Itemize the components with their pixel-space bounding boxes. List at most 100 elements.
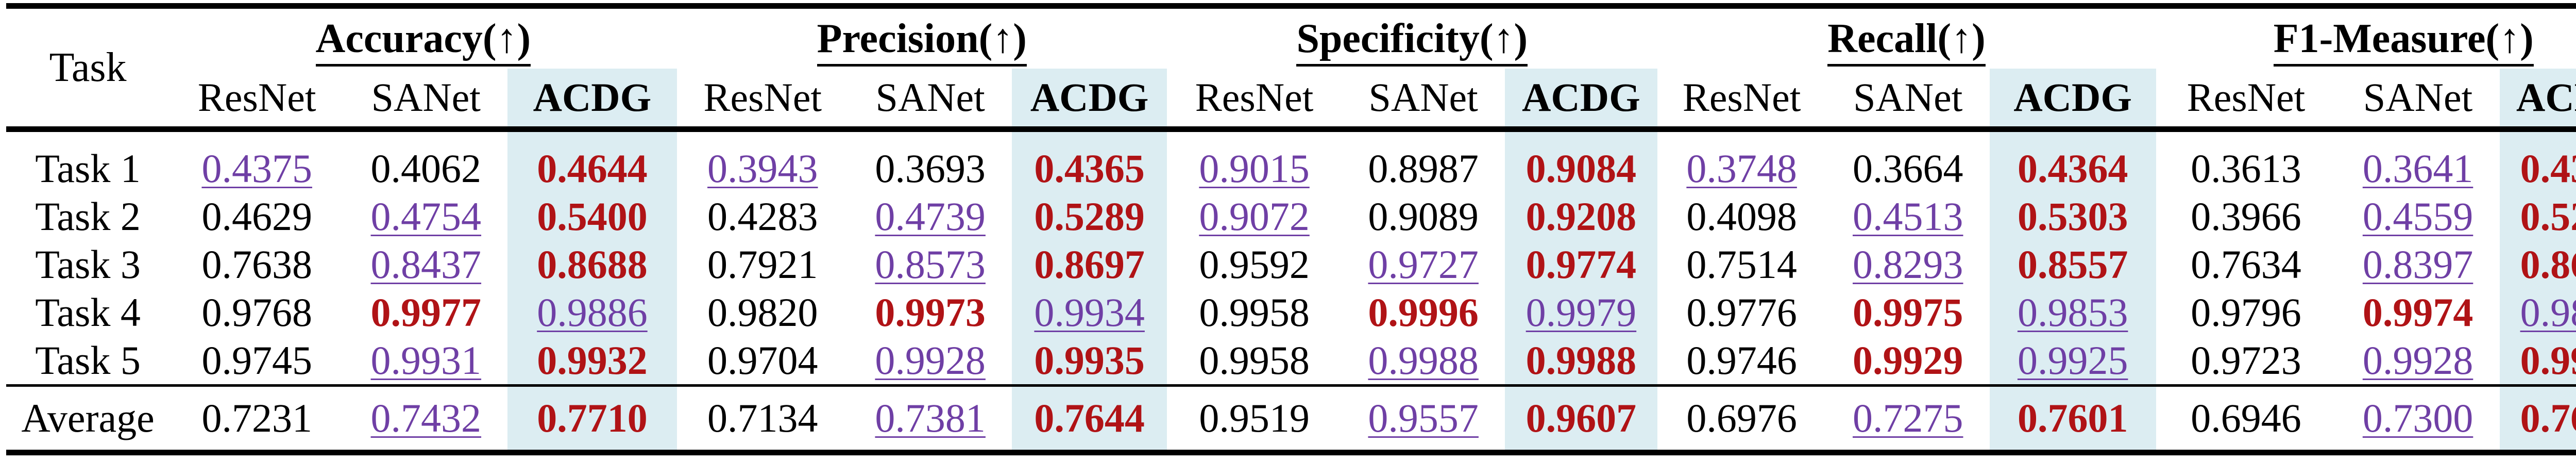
metric-value: 0.8557 bbox=[2017, 242, 2128, 287]
metric-value: 0.9072 bbox=[1199, 194, 1310, 239]
metric-cell: 0.9015 bbox=[1167, 129, 1342, 193]
metric-cell: 0.9072 bbox=[1167, 192, 1342, 240]
metric-cell: 0.6946 bbox=[2156, 384, 2336, 455]
model-header-resnet: ResNet bbox=[1682, 75, 1801, 120]
table-row: Task 5 0.9745 0.9931 0.9932 0.9704 0.9928 0.99… bbox=[6, 336, 2576, 386]
metric-value: 0.9934 bbox=[1034, 290, 1145, 335]
metric-cell: 0.9084 bbox=[1505, 129, 1657, 192]
table-body: Task 1 0.4375 0.4062 0.4644 0.3943 0.3693 0.43… bbox=[6, 129, 2576, 455]
metric-value: 0.9979 bbox=[1526, 290, 1637, 335]
metric-value: 0.4754 bbox=[370, 194, 482, 239]
metric-cell: 0.9929 bbox=[2499, 336, 2576, 386]
metric-cell: 0.9988 bbox=[1505, 336, 1657, 386]
metric-value: 0.6946 bbox=[2191, 396, 2301, 440]
metric-cell: 0.9727 bbox=[1342, 240, 1505, 288]
metric-cell: 0.4062 bbox=[344, 129, 507, 193]
metric-value: 0.4559 bbox=[2362, 194, 2473, 239]
row-label: Task 2 bbox=[35, 194, 141, 239]
metric-cell: 0.9928 bbox=[849, 336, 1012, 386]
metric-cell: 0.4754 bbox=[344, 192, 507, 240]
metric-cell: 0.3664 bbox=[1826, 129, 1990, 193]
metric-value: 0.8697 bbox=[1034, 242, 1145, 287]
metric-value: 0.5400 bbox=[537, 194, 648, 239]
metric-cell: 0.9977 bbox=[344, 288, 507, 336]
metric-cell: 0.7134 bbox=[676, 384, 849, 455]
metric-value: 0.8397 bbox=[2362, 242, 2473, 287]
metric-value: 0.7134 bbox=[707, 396, 818, 440]
metric-value: 0.7231 bbox=[201, 396, 312, 440]
metric-value: 0.7514 bbox=[1686, 242, 1797, 287]
table-row: Task 3 0.7638 0.8437 0.8688 0.7921 0.8573 0.86… bbox=[6, 240, 2576, 288]
model-header-sanet: SANet bbox=[371, 75, 481, 120]
row-label: Task 1 bbox=[35, 146, 141, 191]
metric-cell: 0.9929 bbox=[1826, 336, 1990, 386]
metric-cell: 0.9704 bbox=[677, 336, 849, 386]
metric-cell: 0.9774 bbox=[1505, 240, 1657, 288]
metric-value: 0.9929 bbox=[2520, 338, 2576, 383]
metric-cell: 0.9973 bbox=[849, 288, 1012, 336]
metric-cell: 0.9796 bbox=[2156, 288, 2336, 336]
metric-cell: 0.9975 bbox=[1826, 288, 1990, 336]
model-header-sanet: SANet bbox=[1368, 75, 1478, 120]
metric-value: 0.9776 bbox=[1686, 290, 1797, 335]
row-label: Task 4 bbox=[35, 290, 141, 335]
metric-cell: 0.9853 bbox=[1989, 288, 2156, 336]
model-header-resnet: ResNet bbox=[197, 75, 316, 120]
model-header-sanet: SANet bbox=[875, 75, 985, 120]
model-header-acdg: ACDG bbox=[2499, 69, 2576, 129]
metric-value: 0.7644 bbox=[1034, 396, 1145, 440]
metric-cell: 0.9208 bbox=[1505, 192, 1657, 240]
group-header-specificity: Specificity(↑) bbox=[1167, 6, 1657, 69]
metric-cell: 0.7710 bbox=[507, 384, 677, 455]
metric-value: 0.3943 bbox=[707, 146, 818, 191]
metric-cell: 0.4739 bbox=[849, 192, 1012, 240]
metric-cell: 0.7644 bbox=[1012, 384, 1167, 455]
metric-value: 0.5303 bbox=[2017, 194, 2128, 239]
metric-cell: 0.9745 bbox=[170, 336, 344, 386]
metric-value: 0.9768 bbox=[201, 290, 312, 335]
metric-value: 0.9996 bbox=[1368, 290, 1479, 335]
metric-cell: 0.9958 bbox=[1167, 336, 1342, 386]
metric-value: 0.9723 bbox=[2191, 338, 2301, 383]
metric-value: 0.4739 bbox=[875, 194, 986, 239]
metric-value: 0.3966 bbox=[2191, 194, 2301, 239]
model-header-acdg: ACDG bbox=[507, 69, 677, 129]
group-title: Precision(↑) bbox=[817, 13, 1027, 67]
metric-cell: 0.4629 bbox=[170, 192, 344, 240]
metric-value: 0.9929 bbox=[1853, 338, 1963, 383]
table-row: Task 4 0.9768 0.9977 0.9886 0.9820 0.9973 0.99… bbox=[6, 288, 2576, 336]
metric-value: 0.9727 bbox=[1368, 242, 1479, 287]
metric-value: 0.7921 bbox=[707, 242, 818, 287]
group-title: F1-Measure(↑) bbox=[2273, 13, 2534, 67]
metric-value: 0.9886 bbox=[537, 290, 648, 335]
metric-value: 0.4513 bbox=[1853, 194, 1963, 239]
metric-cell: 0.7514 bbox=[1657, 240, 1826, 288]
table-row: Task 2 0.4629 0.4754 0.5400 0.4283 0.4739 0.52… bbox=[6, 192, 2576, 240]
metric-cell: 0.7601 bbox=[1989, 384, 2156, 455]
table-row: Task 1 0.4375 0.4062 0.4644 0.3943 0.3693 0.43… bbox=[6, 129, 2576, 193]
metric-value: 0.9958 bbox=[1199, 338, 1310, 383]
metric-value: 0.4365 bbox=[1034, 146, 1145, 191]
group-header-f1-measure: F1-Measure(↑) bbox=[2156, 6, 2576, 69]
metric-cell: 0.7638 bbox=[170, 240, 344, 288]
metric-cell: 0.9996 bbox=[1342, 288, 1505, 336]
model-header-sanet: SANet bbox=[2363, 75, 2473, 120]
metric-value: 0.9796 bbox=[2191, 290, 2301, 335]
row-label: Task 5 bbox=[35, 338, 141, 383]
results-table: Task Accuracy(↑) Precision(↑) Specificit… bbox=[6, 3, 2576, 455]
metric-cell: 0.9592 bbox=[1167, 240, 1342, 288]
metric-cell: 0.5303 bbox=[1989, 192, 2156, 240]
group-title: Accuracy(↑) bbox=[315, 13, 531, 67]
metric-cell: 0.9723 bbox=[2156, 336, 2336, 386]
metric-cell: 0.9776 bbox=[1657, 288, 1826, 336]
group-header-precision: Precision(↑) bbox=[677, 6, 1167, 69]
metric-value: 0.7638 bbox=[201, 242, 312, 287]
metric-cell: 0.9988 bbox=[1342, 336, 1505, 386]
metric-value: 0.8987 bbox=[1368, 146, 1479, 191]
metric-value: 0.7710 bbox=[537, 396, 648, 440]
metric-value: 0.9988 bbox=[1368, 338, 1479, 383]
metric-value: 0.7381 bbox=[875, 396, 986, 440]
metric-value: 0.7300 bbox=[2362, 396, 2473, 440]
metric-value: 0.9928 bbox=[875, 338, 986, 383]
metric-cell: 0.9931 bbox=[344, 336, 507, 386]
